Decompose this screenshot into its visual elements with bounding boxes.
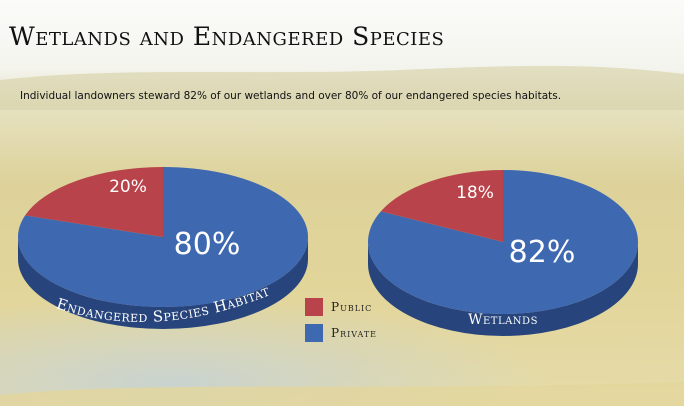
pie-title-wetlands: Wetlands (468, 312, 538, 328)
subtitle: Individual landowners steward 82% of our… (20, 90, 562, 102)
pie-slice-public (380, 170, 503, 242)
legend: Public Private (305, 297, 377, 349)
legend-swatch-private (305, 324, 323, 342)
pie-slice-private (368, 170, 639, 315)
pie-label-public: 20% (109, 177, 147, 197)
pie-label-public: 18% (456, 183, 494, 203)
pie-side-private (368, 242, 638, 336)
pie-slice-public (25, 167, 164, 237)
legend-label-public: Public (331, 300, 373, 314)
legend-swatch-public (305, 298, 323, 316)
pie-label-private: 80% (174, 227, 241, 262)
page-title: Wetlands and Endangered Species (9, 22, 445, 51)
legend-item-public: Public (305, 297, 377, 317)
pie-side-private (18, 237, 308, 329)
pie-label-private: 82% (509, 235, 576, 270)
legend-label-private: Private (331, 326, 378, 340)
pie-chart-1: 20%80%Endangered Species Habitat (18, 167, 309, 329)
pie-chart-2: 18% 82% Wetlands (368, 170, 639, 336)
legend-item-private: Private (305, 323, 377, 343)
pie-slice-private (18, 167, 309, 307)
